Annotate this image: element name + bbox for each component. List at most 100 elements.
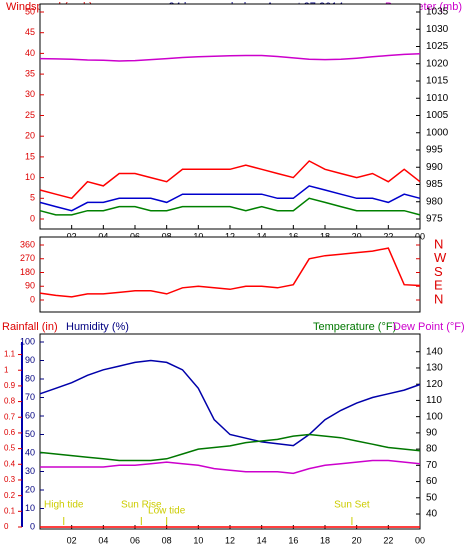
x-tick-label: 02 — [67, 535, 77, 545]
y-tick-label: 20 — [25, 484, 35, 494]
plot-frame — [39, 333, 421, 530]
series-line — [39, 185, 421, 212]
y2-tick-label: 100 — [426, 411, 443, 422]
y2-tick-label: N — [434, 236, 443, 251]
annotation: Low tide — [148, 506, 186, 517]
y2-tick-label: 120 — [426, 379, 443, 390]
y-tick-label: 60 — [25, 410, 35, 420]
series-line — [39, 160, 421, 200]
y2-tick-label: 985 — [426, 179, 443, 190]
y-tick-label: 30 — [25, 89, 35, 99]
y2-tick-label: 110 — [426, 395, 442, 406]
y-tick-label: 80 — [25, 373, 35, 383]
x-tick-label: 06 — [130, 231, 140, 241]
y2-tick-label: 130 — [426, 363, 443, 374]
y2-tick-label: 1015 — [426, 76, 449, 87]
y2-tick-label: 1030 — [426, 24, 449, 35]
y3-tick-label: 0.2 — [4, 491, 16, 500]
y-tick-label: 0 — [30, 213, 35, 223]
y-tick-label: 90 — [25, 281, 35, 291]
y2-tick-label: W — [434, 250, 447, 265]
plot-frame — [39, 3, 421, 230]
y2-tick-label: 980 — [426, 196, 443, 207]
y-tick-label: 25 — [25, 110, 35, 120]
x-tick-label: 06 — [130, 535, 140, 545]
y-tick-label: 30 — [25, 466, 35, 476]
plot-frame — [39, 236, 421, 313]
y2-tick-label: 1020 — [426, 58, 449, 69]
y-tick-label: 180 — [20, 267, 35, 277]
x-tick-label: 10 — [193, 231, 203, 241]
y-tick-label: 15 — [25, 151, 35, 161]
y3-tick-label: 0.4 — [4, 459, 16, 468]
series-line — [39, 433, 421, 462]
y2-tick-label: N — [434, 291, 443, 306]
x-tick-label: 08 — [162, 535, 172, 545]
y2-tick-label: 1025 — [426, 41, 449, 52]
y-tick-label: 100 — [20, 336, 35, 346]
y2-tick-label: 995 — [426, 145, 443, 156]
y-tick-label: 270 — [20, 253, 35, 263]
x-tick-label: 02 — [67, 231, 77, 241]
y2-tick-label: 50 — [426, 492, 438, 503]
y2-tick-label: 70 — [426, 460, 438, 471]
y2-tick-label: 1035 — [426, 7, 449, 18]
y2-tick-label: 40 — [426, 509, 438, 520]
x-tick-label: 16 — [288, 535, 298, 545]
y2-tick-label: 140 — [426, 346, 443, 357]
x-tick-label: 20 — [352, 231, 362, 241]
series-line — [39, 359, 421, 447]
x-tick-label: 04 — [98, 231, 108, 241]
y3-tick-label: 0.6 — [4, 428, 16, 437]
y-tick-label: 50 — [25, 6, 35, 16]
y-tick-label: 0 — [30, 294, 35, 304]
x-tick-label: 22 — [383, 535, 393, 545]
y2-tick-label: S — [434, 264, 443, 279]
y-tick-label: 20 — [25, 131, 35, 141]
y-tick-label: 90 — [25, 355, 35, 365]
y3-tick-label: 0.9 — [4, 381, 16, 390]
y-tick-label: 10 — [25, 172, 35, 182]
y3-tick-label: 0.7 — [4, 412, 16, 421]
series-line — [39, 197, 421, 216]
y3-tick-label: 0.3 — [4, 475, 16, 484]
y2-tick-label: E — [434, 278, 443, 293]
x-tick-label: 12 — [225, 535, 235, 545]
series-label: Dew Point (°F) — [393, 321, 465, 333]
y2-tick-label: 975 — [426, 214, 443, 225]
y2-tick-label: 90 — [426, 428, 438, 439]
y-tick-label: 50 — [25, 429, 35, 439]
y-tick-label: 5 — [30, 193, 35, 203]
x-tick-label: 16 — [288, 231, 298, 241]
y-tick-label: 45 — [25, 27, 35, 37]
y3-tick-label: 1.1 — [4, 350, 16, 359]
y-tick-label: 70 — [25, 392, 35, 402]
y2-tick-label: 80 — [426, 444, 438, 455]
y-tick-label: 40 — [25, 48, 35, 58]
y3-tick-label: 0.5 — [4, 444, 16, 453]
annotation: Sun Rise — [121, 500, 162, 511]
y-tick-label: 360 — [20, 239, 35, 249]
y2-tick-label: 1000 — [426, 127, 449, 138]
y-tick-label: 35 — [25, 68, 35, 78]
x-tick-label: 10 — [193, 535, 203, 545]
y2-tick-label: 1010 — [426, 93, 449, 104]
y2-tick-label: 1005 — [426, 110, 449, 121]
x-tick-label: 14 — [257, 231, 267, 241]
y2-tick-label: 60 — [426, 476, 438, 487]
series-label: Humidity (%) — [66, 321, 129, 333]
y3-tick-label: 1 — [4, 365, 9, 374]
x-tick-label: 12 — [225, 231, 235, 241]
x-tick-label: 04 — [98, 535, 108, 545]
y-tick-label: 40 — [25, 447, 35, 457]
x-tick-label: 18 — [320, 535, 330, 545]
y3-tick-label: 0 — [4, 522, 9, 531]
annotation: Sun Set — [334, 500, 370, 511]
y3-tick-label: 0.1 — [4, 506, 16, 515]
y3-tick-label: 0.8 — [4, 397, 16, 406]
series-label: Rainfall (in) — [2, 321, 58, 333]
y2-tick-label: 990 — [426, 162, 443, 173]
x-tick-label: 18 — [320, 231, 330, 241]
y-tick-label: 0 — [30, 521, 35, 531]
